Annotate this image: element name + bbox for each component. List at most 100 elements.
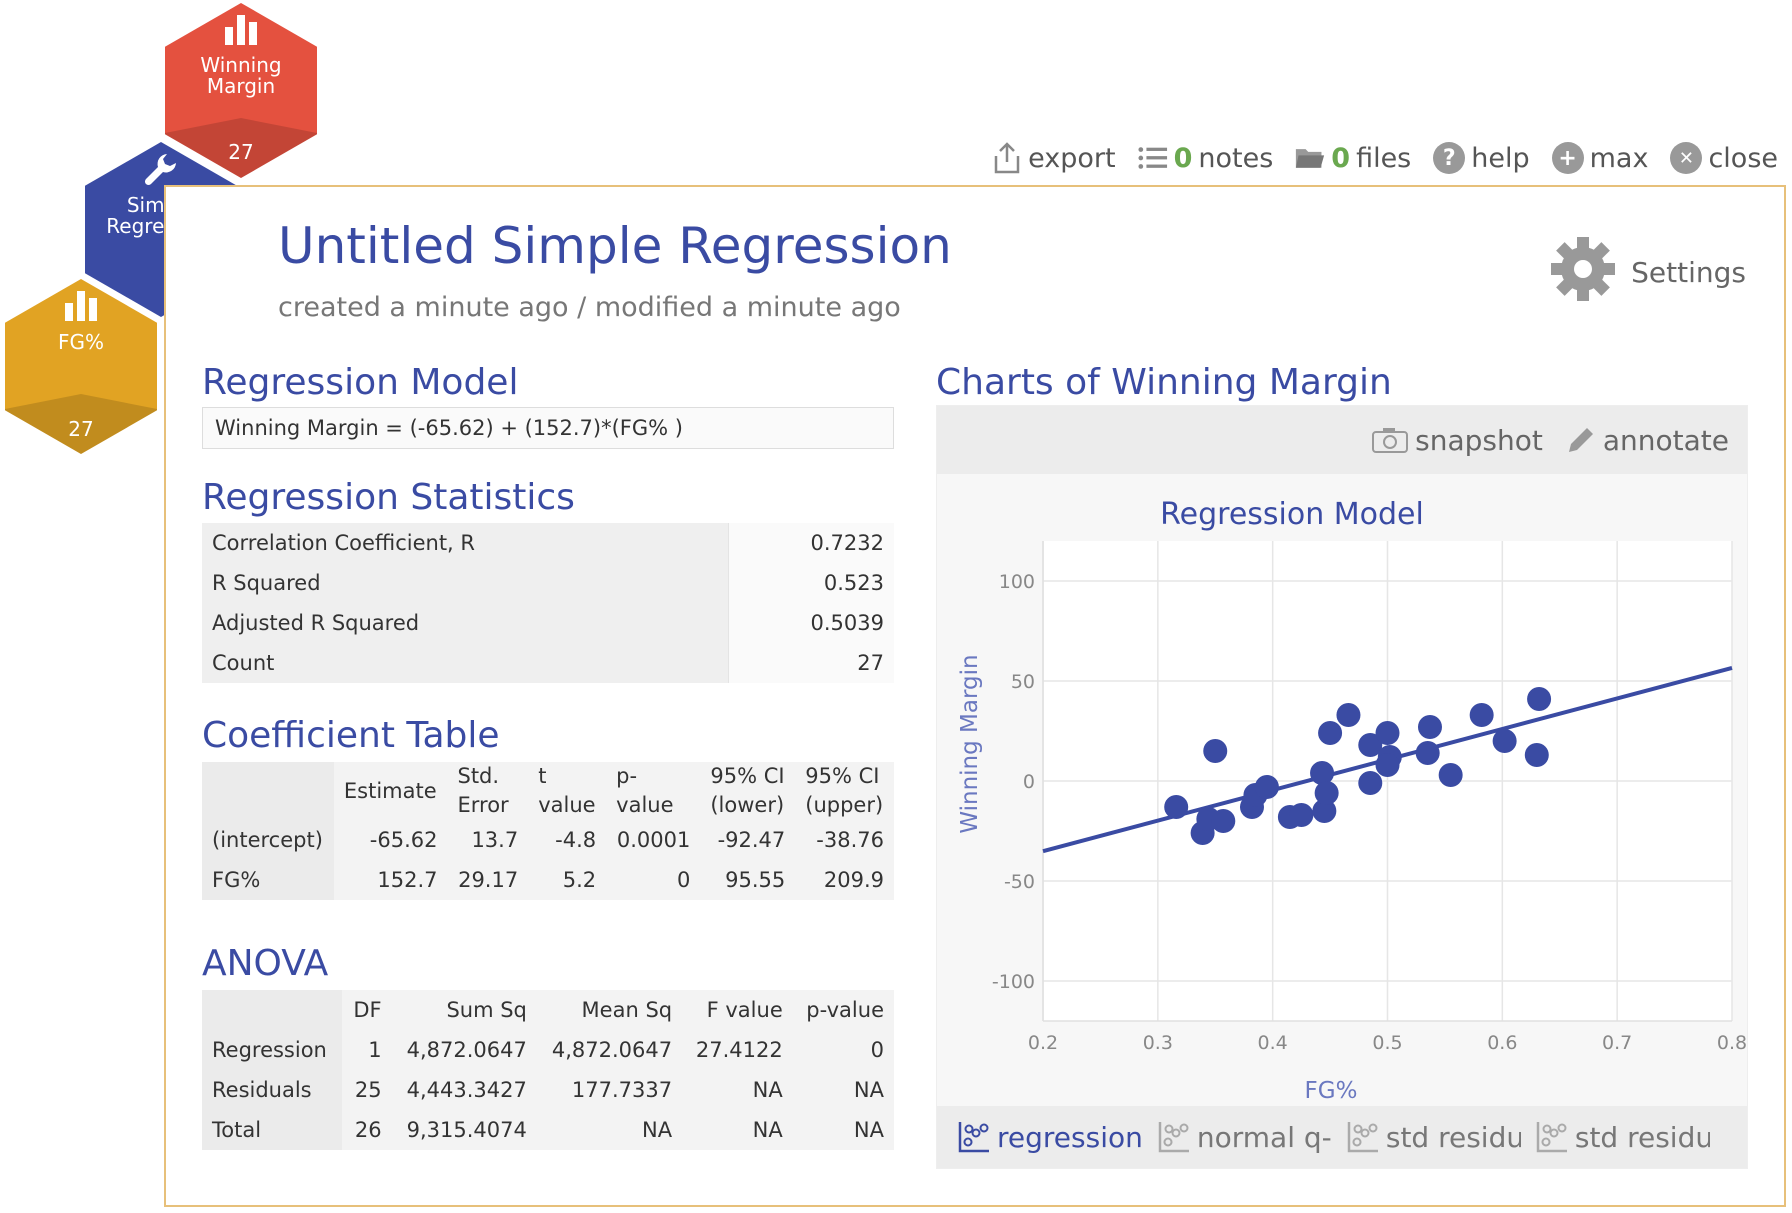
notes-count: 0 — [1173, 142, 1193, 174]
export-icon — [992, 142, 1022, 174]
coef-header: Std. Error — [457, 764, 509, 817]
chart-tab[interactable]: std residua — [1535, 1120, 1710, 1154]
max-button[interactable]: + max — [1551, 142, 1649, 174]
anova-cell: Regression — [202, 1030, 342, 1070]
data-point — [1310, 761, 1335, 785]
coef-cell: 152.7 — [377, 868, 438, 892]
chart-tabs: regression normal q-q std residua std resid… — [937, 1106, 1747, 1168]
data-point — [1312, 799, 1337, 823]
anova-cell: 4,443.3427 — [406, 1078, 527, 1102]
anova-cell: 9,315.4074 — [406, 1118, 527, 1142]
scatter-icon — [1158, 1122, 1189, 1153]
anova-cell: 4,872.0647 — [406, 1038, 527, 1062]
data-point — [1358, 771, 1383, 795]
hex-label: Winning — [200, 53, 282, 77]
bar-chart-icon — [5, 289, 157, 321]
files-button[interactable]: 0 files — [1295, 143, 1411, 174]
bar-chart-icon — [165, 13, 317, 45]
anova-header: F value — [706, 998, 783, 1022]
coef-cell: 29.17 — [458, 868, 519, 892]
page-title[interactable]: Untitled Simple Regression — [278, 217, 952, 275]
annotate-button[interactable]: annotate — [1565, 424, 1729, 457]
regression-equation: Winning Margin = (-65.62) + (152.7)*(FG%… — [202, 407, 894, 449]
anova-header — [202, 990, 342, 1030]
coef-header: 95% CI (upper) — [805, 764, 884, 817]
anova-cell: 1 — [368, 1038, 382, 1062]
anova-cell: 25 — [354, 1078, 382, 1102]
settings-button[interactable]: Settings — [1549, 235, 1746, 310]
anova-cell: NA — [642, 1118, 673, 1142]
coef-cell: 0 — [676, 868, 691, 892]
pencil-icon — [1568, 428, 1593, 452]
x-tick-label: 0.3 — [1143, 1032, 1173, 1054]
anova-cell: NA — [853, 1118, 884, 1142]
close-label: close — [1708, 142, 1778, 174]
data-point — [1492, 729, 1517, 753]
coef-cell: FG% — [202, 860, 334, 900]
regression-statistics-table: Correlation Coefficient, R 0.7232 R Square… — [202, 523, 894, 683]
data-point — [1417, 715, 1442, 739]
chart-tab-label: std residua — [1385, 1120, 1521, 1154]
data-point — [1254, 775, 1279, 799]
hex-winning-margin[interactable]: Winning Margin 27 — [165, 3, 317, 178]
chart-container: snapshot annotate Regression Model 0.2 0.… — [936, 405, 1748, 1169]
x-tick-label: 0.8 — [1717, 1032, 1747, 1054]
help-label: help — [1471, 142, 1530, 174]
close-button[interactable]: ✕ close — [1670, 142, 1778, 174]
x-tick-label: 0.5 — [1372, 1032, 1402, 1054]
anova-heading: ANOVA — [202, 943, 329, 984]
hex-label: FG% — [57, 330, 104, 354]
x-axis-label: FG% — [1305, 1078, 1358, 1104]
notes-label: notes — [1198, 142, 1274, 174]
y-axis-label: Winning Margin — [957, 654, 983, 833]
data-point — [1469, 703, 1494, 727]
scatter-icon — [1536, 1122, 1567, 1153]
coef-header: t value — [538, 764, 596, 817]
data-point — [1314, 781, 1339, 805]
chart-tab[interactable]: normal q-q — [1157, 1120, 1332, 1154]
coef-cell: -65.62 — [369, 828, 438, 852]
stat-value: 0.523 — [727, 563, 894, 603]
anova-row: Total 26 9,315.4074 NA NA NA — [202, 1110, 894, 1150]
chart-toolbar: snapshot annotate — [937, 406, 1747, 474]
coef-header — [202, 762, 334, 820]
camera-icon — [1372, 428, 1409, 453]
chart-tab[interactable]: std residua — [1346, 1120, 1521, 1154]
data-point — [1375, 721, 1400, 745]
y-tick-label: -100 — [992, 971, 1035, 993]
anova-header: p-value — [806, 998, 884, 1022]
data-point — [1318, 721, 1343, 745]
stat-value: 27 — [727, 643, 894, 683]
anova-cell: Residuals — [202, 1070, 342, 1110]
coef-cell: -92.47 — [717, 828, 786, 852]
anova-cell: NA — [752, 1078, 783, 1102]
anova-row: Residuals 25 4,443.3427 177.7337 NA NA — [202, 1070, 894, 1110]
coef-cell: -38.76 — [816, 828, 884, 852]
chart-tab[interactable]: regression — [957, 1120, 1143, 1154]
stat-label: Count — [202, 643, 728, 683]
hex-count: 27 — [228, 140, 254, 164]
regression-model-heading: Regression Model — [202, 362, 519, 403]
anova-cell: 0 — [870, 1038, 884, 1062]
regression-statistics-heading: Regression Statistics — [202, 477, 575, 518]
export-button[interactable]: export — [992, 142, 1116, 174]
anova-cell: 4,872.0647 — [551, 1038, 673, 1062]
y-tick-label: 50 — [1011, 671, 1035, 693]
regression-chart: Regression Model 0.2 0.3 0.4 0.5 0.6 0.7 0.8 10… — [957, 497, 1747, 1104]
notes-button[interactable]: 0 notes — [1138, 142, 1274, 174]
hex-count: 27 — [68, 417, 94, 441]
list-icon — [1138, 143, 1168, 173]
x-tick-label: 0.4 — [1258, 1032, 1288, 1054]
snapshot-button[interactable]: snapshot — [1371, 424, 1543, 457]
export-label: export — [1028, 142, 1116, 174]
anova-cell: NA — [752, 1118, 783, 1142]
coef-cell: -4.8 — [555, 828, 597, 852]
hex-fg-percent[interactable]: FG% 27 — [5, 279, 157, 454]
help-button[interactable]: ? help — [1433, 142, 1530, 174]
max-label: max — [1589, 142, 1649, 174]
anova-header: Sum Sq — [446, 998, 527, 1022]
stats-row: R Squared 0.523 — [202, 563, 894, 603]
data-point — [1375, 753, 1400, 777]
stats-row: Count 27 — [202, 643, 894, 683]
annotate-label: annotate — [1602, 423, 1729, 457]
